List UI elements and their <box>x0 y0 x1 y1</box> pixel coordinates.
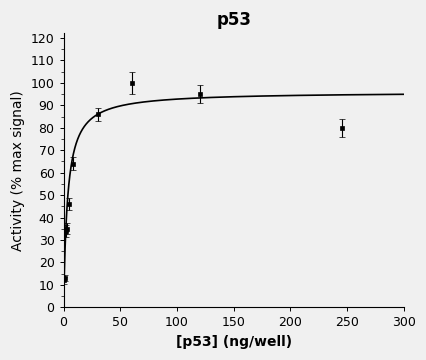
Title: p53: p53 <box>216 11 250 29</box>
X-axis label: [p53] (ng/well): [p53] (ng/well) <box>175 335 291 349</box>
Y-axis label: Activity (% max signal): Activity (% max signal) <box>11 90 25 251</box>
